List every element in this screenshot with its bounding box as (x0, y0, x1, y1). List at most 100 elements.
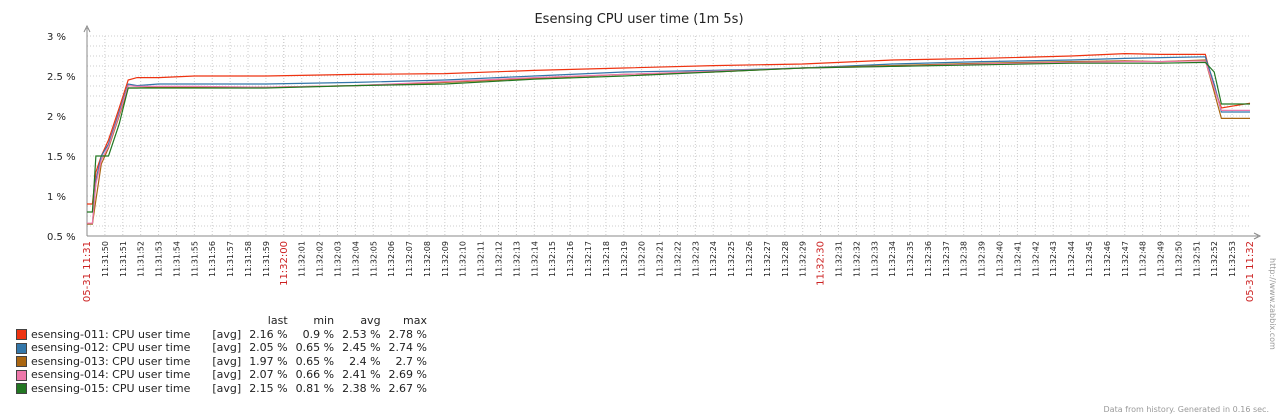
x-tick-label: 11:31:56 (208, 241, 217, 277)
axes (83, 24, 1262, 240)
legend-row: esensing-015: CPU user time [avg] 2.15 % 0.… (12, 382, 431, 396)
x-tick-label: 11:32:16 (566, 241, 575, 277)
legend-series-name: esensing-015: CPU user time (12, 382, 208, 396)
x-tick-label: 11:31:54 (172, 241, 181, 277)
legend-min: 0.65 % (295, 354, 335, 368)
legend-last: 2.16 % (249, 327, 288, 341)
series-line-1 (87, 52, 1251, 205)
x-tick-label: 11:32:05 (369, 241, 378, 277)
legend-agg: [avg] (212, 341, 242, 354)
x-tick-label: 11:32:33 (870, 241, 879, 277)
x-tick-label: 11:32:41 (1013, 241, 1022, 277)
x-tick-label: 11:31:53 (155, 241, 164, 277)
x-tick-label: 11:32:47 (1121, 241, 1130, 277)
x-tick-label: 11:32:25 (727, 241, 736, 277)
x-tick-label: 11:32:21 (656, 241, 665, 277)
x-tick-label: 11:32:07 (405, 241, 414, 277)
x-tick-label: 11:32:34 (888, 241, 897, 277)
x-tick-label: 11:32:20 (638, 241, 647, 277)
x-tick-label: 11:32:15 (548, 241, 557, 277)
x-axis-arrow (1253, 232, 1262, 240)
x-tick-label: 11:32:00 (279, 241, 290, 286)
series-lines (87, 52, 1251, 225)
x-tick-label: 11:32:01 (298, 241, 307, 277)
y-tick-label: 3 % (47, 32, 66, 43)
legend-max: 2.78 % (388, 327, 427, 341)
legend-min: 0.9 % (302, 327, 335, 341)
legend-series-label: esensing-012: CPU user time (31, 341, 191, 354)
x-tick-label: 11:32:18 (602, 241, 611, 277)
x-tick-label: 11:32:13 (512, 241, 521, 277)
x-tick-label: 11:32:51 (1192, 241, 1201, 277)
legend-agg: [avg] (212, 354, 242, 368)
x-tick-label: 11:32:42 (1031, 241, 1040, 277)
x-tick-label: 11:32:09 (441, 241, 450, 277)
y-tick-label: 2 % (47, 112, 66, 123)
legend-last: 1.97 % (249, 354, 288, 368)
legend-agg: [avg] (212, 381, 242, 395)
legend-swatch (16, 383, 27, 394)
legend-series-name: esensing-014: CPU user time (12, 368, 208, 382)
legend-avg: 2.53 % (342, 327, 381, 341)
legend-row: esensing-011: CPU user time [avg] 2.16 % 0.… (12, 328, 431, 342)
legend-last: 2.15 % (249, 381, 288, 395)
legend-swatch (16, 369, 27, 381)
x-tick-label: 11:32:46 (1103, 241, 1112, 277)
x-tick-label: 11:32:49 (1157, 241, 1166, 277)
legend-row: esensing-013: CPU user time [avg] 1.97 % 0.… (12, 355, 431, 369)
x-tick-label: 11:32:43 (1049, 241, 1058, 277)
x-start-label: 05-31 11:31 (82, 241, 93, 302)
legend-series-label: esensing-015: CPU user time (31, 381, 191, 395)
legend: last min avg max esensing-011: CPU user … (12, 314, 431, 395)
legend-agg: [avg] (212, 327, 242, 341)
x-end-label: 05-31 11:32 (1245, 241, 1256, 302)
x-tick-label: 11:32:02 (316, 241, 325, 277)
x-tick-label: 11:32:27 (763, 241, 772, 277)
x-tick-label: 11:32:48 (1139, 241, 1148, 277)
legend-header-avg: avg (360, 314, 381, 327)
y-tick-label: 1 % (47, 192, 66, 203)
legend-header-min: min (313, 314, 335, 327)
legend-min: 0.65 % (295, 341, 335, 354)
x-tick-label: 11:32:36 (924, 241, 933, 277)
x-tick-label: 11:32:12 (495, 241, 504, 277)
x-tick-label: 11:32:40 (996, 241, 1005, 277)
legend-last: 2.07 % (249, 368, 288, 381)
x-tick-label: 11:32:03 (333, 241, 342, 277)
x-tick-label: 11:32:52 (1210, 241, 1219, 277)
watermark: http://www.zabbix.com (1268, 258, 1277, 350)
x-tick-label: 11:32:38 (960, 241, 969, 277)
x-tick-label: 11:32:44 (1067, 241, 1076, 277)
x-tick-label: 11:31:52 (137, 241, 146, 277)
grid (86, 35, 1250, 237)
x-tick-label: 11:32:22 (673, 241, 682, 277)
x-tick-label: 11:32:23 (691, 241, 700, 277)
chart-title: Esensing CPU user time (1m 5s) (534, 12, 743, 27)
footer-text: Data from history. Generated in 0.16 sec… (1103, 405, 1269, 414)
y-tick-label: 2.5 % (47, 72, 76, 83)
x-tick-label: 11:31:50 (101, 241, 110, 277)
x-tick-label: 11:32:30 (816, 241, 827, 286)
x-tick-label: 11:32:14 (530, 241, 539, 277)
y-axis-arrow (83, 24, 91, 33)
x-tick-label: 11:32:39 (978, 241, 987, 277)
legend-avg: 2.41 % (342, 368, 381, 381)
x-tick-label: 11:32:08 (423, 241, 432, 277)
legend-header-row: last min avg max (12, 314, 431, 328)
legend-series-label: esensing-014: CPU user time (31, 368, 191, 381)
x-tick-label: 11:32:26 (745, 241, 754, 277)
legend-max: 2.67 % (388, 381, 427, 395)
legend-swatch (16, 342, 27, 354)
legend-min: 0.81 % (295, 381, 335, 395)
legend-row: esensing-014: CPU user time [avg] 2.07 % 0.… (12, 368, 431, 382)
series-line-4 (87, 60, 1250, 224)
x-tick-label: 11:32:50 (1174, 241, 1183, 277)
legend-header-max: max (403, 314, 427, 327)
x-tick-label: 11:32:35 (906, 241, 915, 277)
x-tick-label: 11:32:45 (1085, 241, 1094, 277)
legend-swatch (16, 356, 27, 367)
y-tick-label: 0.5 % (47, 232, 76, 243)
legend-series-name: esensing-012: CPU user time (12, 341, 208, 355)
legend-avg: 2.38 % (342, 381, 381, 395)
